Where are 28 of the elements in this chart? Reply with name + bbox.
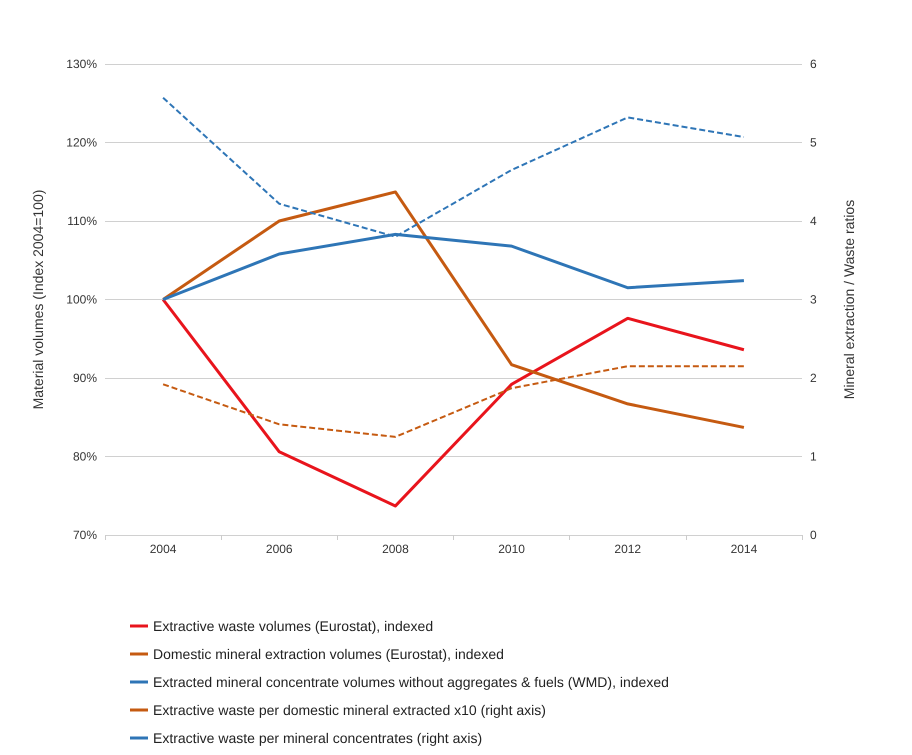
y-axis-title: Material volumes (Index 2004=100) xyxy=(30,190,46,410)
y-tick-label: 130% xyxy=(66,57,98,71)
y-tick-label: 120% xyxy=(66,136,98,150)
y2-tick-label: 1 xyxy=(810,450,817,464)
y2-tick-label: 2 xyxy=(810,371,817,385)
y2-tick-label: 3 xyxy=(810,292,817,306)
x-tick-label: 2012 xyxy=(614,542,642,556)
y-tick-label: 100% xyxy=(66,292,98,306)
y2-tick-label: 4 xyxy=(810,214,817,228)
y2-tick-label: 0 xyxy=(810,528,817,542)
x-tick-label: 2014 xyxy=(730,542,758,556)
legend-label: Extractive waste per domestic mineral extracted x10 (right axis) xyxy=(153,702,546,718)
y-tick-label: 70% xyxy=(72,528,98,542)
legend-label: Extracted mineral concentrate volumes without aggregates & fuels (WMD), indexed xyxy=(153,674,669,690)
y2-tick-label: 6 xyxy=(810,57,817,71)
y-tick-label: 80% xyxy=(72,450,98,464)
y2-tick-label: 5 xyxy=(810,136,817,150)
legend-label: Domestic mineral extraction volumes (Eurostat), indexed xyxy=(153,646,504,662)
y-tick-label: 90% xyxy=(72,371,98,385)
x-tick-label: 2004 xyxy=(150,542,177,556)
x-tick-label: 2006 xyxy=(266,542,293,556)
legend-label: Extractive waste volumes (Eurostat), indexed xyxy=(153,618,434,634)
x-tick-label: 2010 xyxy=(498,542,526,556)
x-tick-label: 2008 xyxy=(382,542,410,556)
line-series xyxy=(162,298,746,508)
y2-axis-title: Mineral extraction / Waste ratios xyxy=(841,200,857,400)
legend-label: Extractive waste per mineral concentrates (right axis) xyxy=(153,730,482,746)
y-tick-label: 110% xyxy=(67,214,98,228)
